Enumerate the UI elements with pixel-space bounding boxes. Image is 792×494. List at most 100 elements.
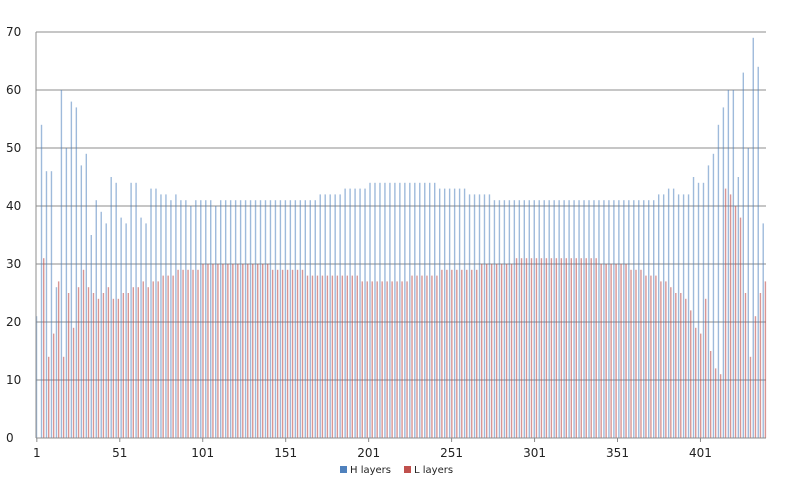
bar-h-214 [389, 182, 391, 438]
bar-l-439 [764, 281, 767, 438]
bar-l-253 [456, 269, 458, 438]
bar-h-79 [165, 194, 167, 438]
bar-l-43 [107, 287, 110, 438]
bar-h-262 [468, 194, 471, 438]
bar-h-73 [155, 188, 157, 438]
bar-h-424 [737, 177, 740, 438]
bar-h-358 [628, 200, 630, 438]
y-tick-label-40: 40 [6, 199, 21, 213]
bar-h-394 [687, 194, 690, 438]
bar-h-349 [613, 200, 615, 438]
bar-l-379 [665, 281, 667, 438]
bar-l-70 [152, 281, 154, 438]
bar-h-58 [130, 182, 132, 438]
bar-h-205 [374, 182, 376, 438]
bar-l-226 [411, 275, 413, 438]
bar-l-427 [744, 293, 747, 438]
bar-l-349 [615, 264, 617, 438]
bar-l-118 [232, 264, 234, 438]
bar-l-385 [675, 293, 677, 438]
bar-h-133 [254, 200, 257, 438]
bar-h-235 [424, 182, 426, 438]
bar-h-334 [588, 200, 590, 438]
bar-l-424 [739, 217, 742, 438]
bar-h-112 [219, 200, 222, 438]
bar-h-40 [100, 211, 102, 438]
bar-l-388 [680, 293, 682, 438]
bar-l-214 [391, 281, 393, 438]
bar-h-46 [110, 177, 112, 438]
bar-l-238 [431, 275, 433, 438]
axes [35, 32, 766, 439]
bar-h-34 [90, 235, 92, 438]
bar-h-124 [239, 200, 242, 438]
bar-l-310 [550, 258, 553, 438]
bar-l-250 [451, 269, 453, 438]
bar-l-145 [276, 269, 279, 438]
legend-label-l-layers: L layers [414, 465, 453, 476]
bar-l-397 [695, 327, 697, 438]
bar-h-436 [757, 66, 759, 439]
bar-l-313 [555, 258, 558, 438]
bar-h-412 [717, 124, 720, 439]
bar-h-16 [60, 90, 63, 438]
bar-l-97 [197, 269, 199, 438]
bar-h-1 [35, 316, 38, 438]
bar-l-139 [266, 264, 269, 438]
bar-l-103 [207, 264, 209, 438]
x-tick-label-251: 251 [440, 446, 463, 460]
bar-l-85 [177, 269, 179, 438]
bar-h-217 [394, 182, 396, 438]
bar-l-292 [520, 258, 523, 438]
bar-h-151 [284, 200, 287, 438]
bar-l-283 [505, 264, 508, 438]
bar-l-367 [645, 275, 647, 438]
bar-h-271 [483, 194, 486, 438]
bar-h-220 [399, 182, 401, 438]
bar-l-106 [212, 264, 214, 438]
bar-l-163 [306, 275, 309, 438]
bar-h-310 [548, 200, 550, 438]
bar-h-331 [583, 200, 585, 438]
x-tick-label-151: 151 [274, 446, 297, 460]
bar-h-313 [553, 200, 555, 438]
bar-h-307 [543, 200, 545, 438]
bar-l-412 [719, 374, 722, 438]
bar-l-220 [401, 281, 403, 438]
bar-l-409 [714, 368, 717, 438]
bar-l-436 [759, 293, 762, 438]
bar-h-70 [150, 188, 152, 438]
bar-h-421 [732, 90, 735, 438]
bar-l-67 [147, 287, 149, 438]
y-tick-label-30: 30 [6, 257, 21, 271]
bar-l-82 [172, 275, 174, 438]
x-tick-label-101: 101 [191, 446, 214, 460]
bar-h-385 [672, 188, 675, 438]
bar-l-169 [316, 275, 319, 438]
bar-h-304 [538, 200, 540, 438]
bar-l-4 [43, 258, 45, 438]
bar-h-115 [224, 200, 227, 438]
y-axis-tick-labels: 0 10 20 30 40 50 60 70 [6, 25, 21, 445]
y-tick-label-70: 70 [6, 25, 21, 39]
bar-h-403 [702, 182, 705, 438]
bar-l-265 [476, 269, 478, 438]
bar-l-172 [321, 275, 324, 438]
bar-h-52 [120, 217, 122, 438]
bar-h-100 [200, 200, 202, 438]
bar-l-28 [82, 269, 85, 438]
bar-h-238 [429, 182, 431, 438]
x-tick-label-401: 401 [689, 446, 712, 460]
bar-l-268 [481, 264, 483, 438]
bar-l-256 [461, 269, 463, 438]
bar-h-82 [170, 200, 172, 438]
bar-h-265 [473, 194, 476, 438]
bar-l-358 [630, 269, 632, 438]
bar-h-157 [294, 200, 297, 438]
y-tick-label-10: 10 [6, 373, 21, 387]
bar-l-109 [217, 264, 219, 438]
bar-h-229 [414, 182, 416, 438]
bar-h-409 [712, 153, 715, 439]
bar-h-118 [229, 200, 232, 438]
